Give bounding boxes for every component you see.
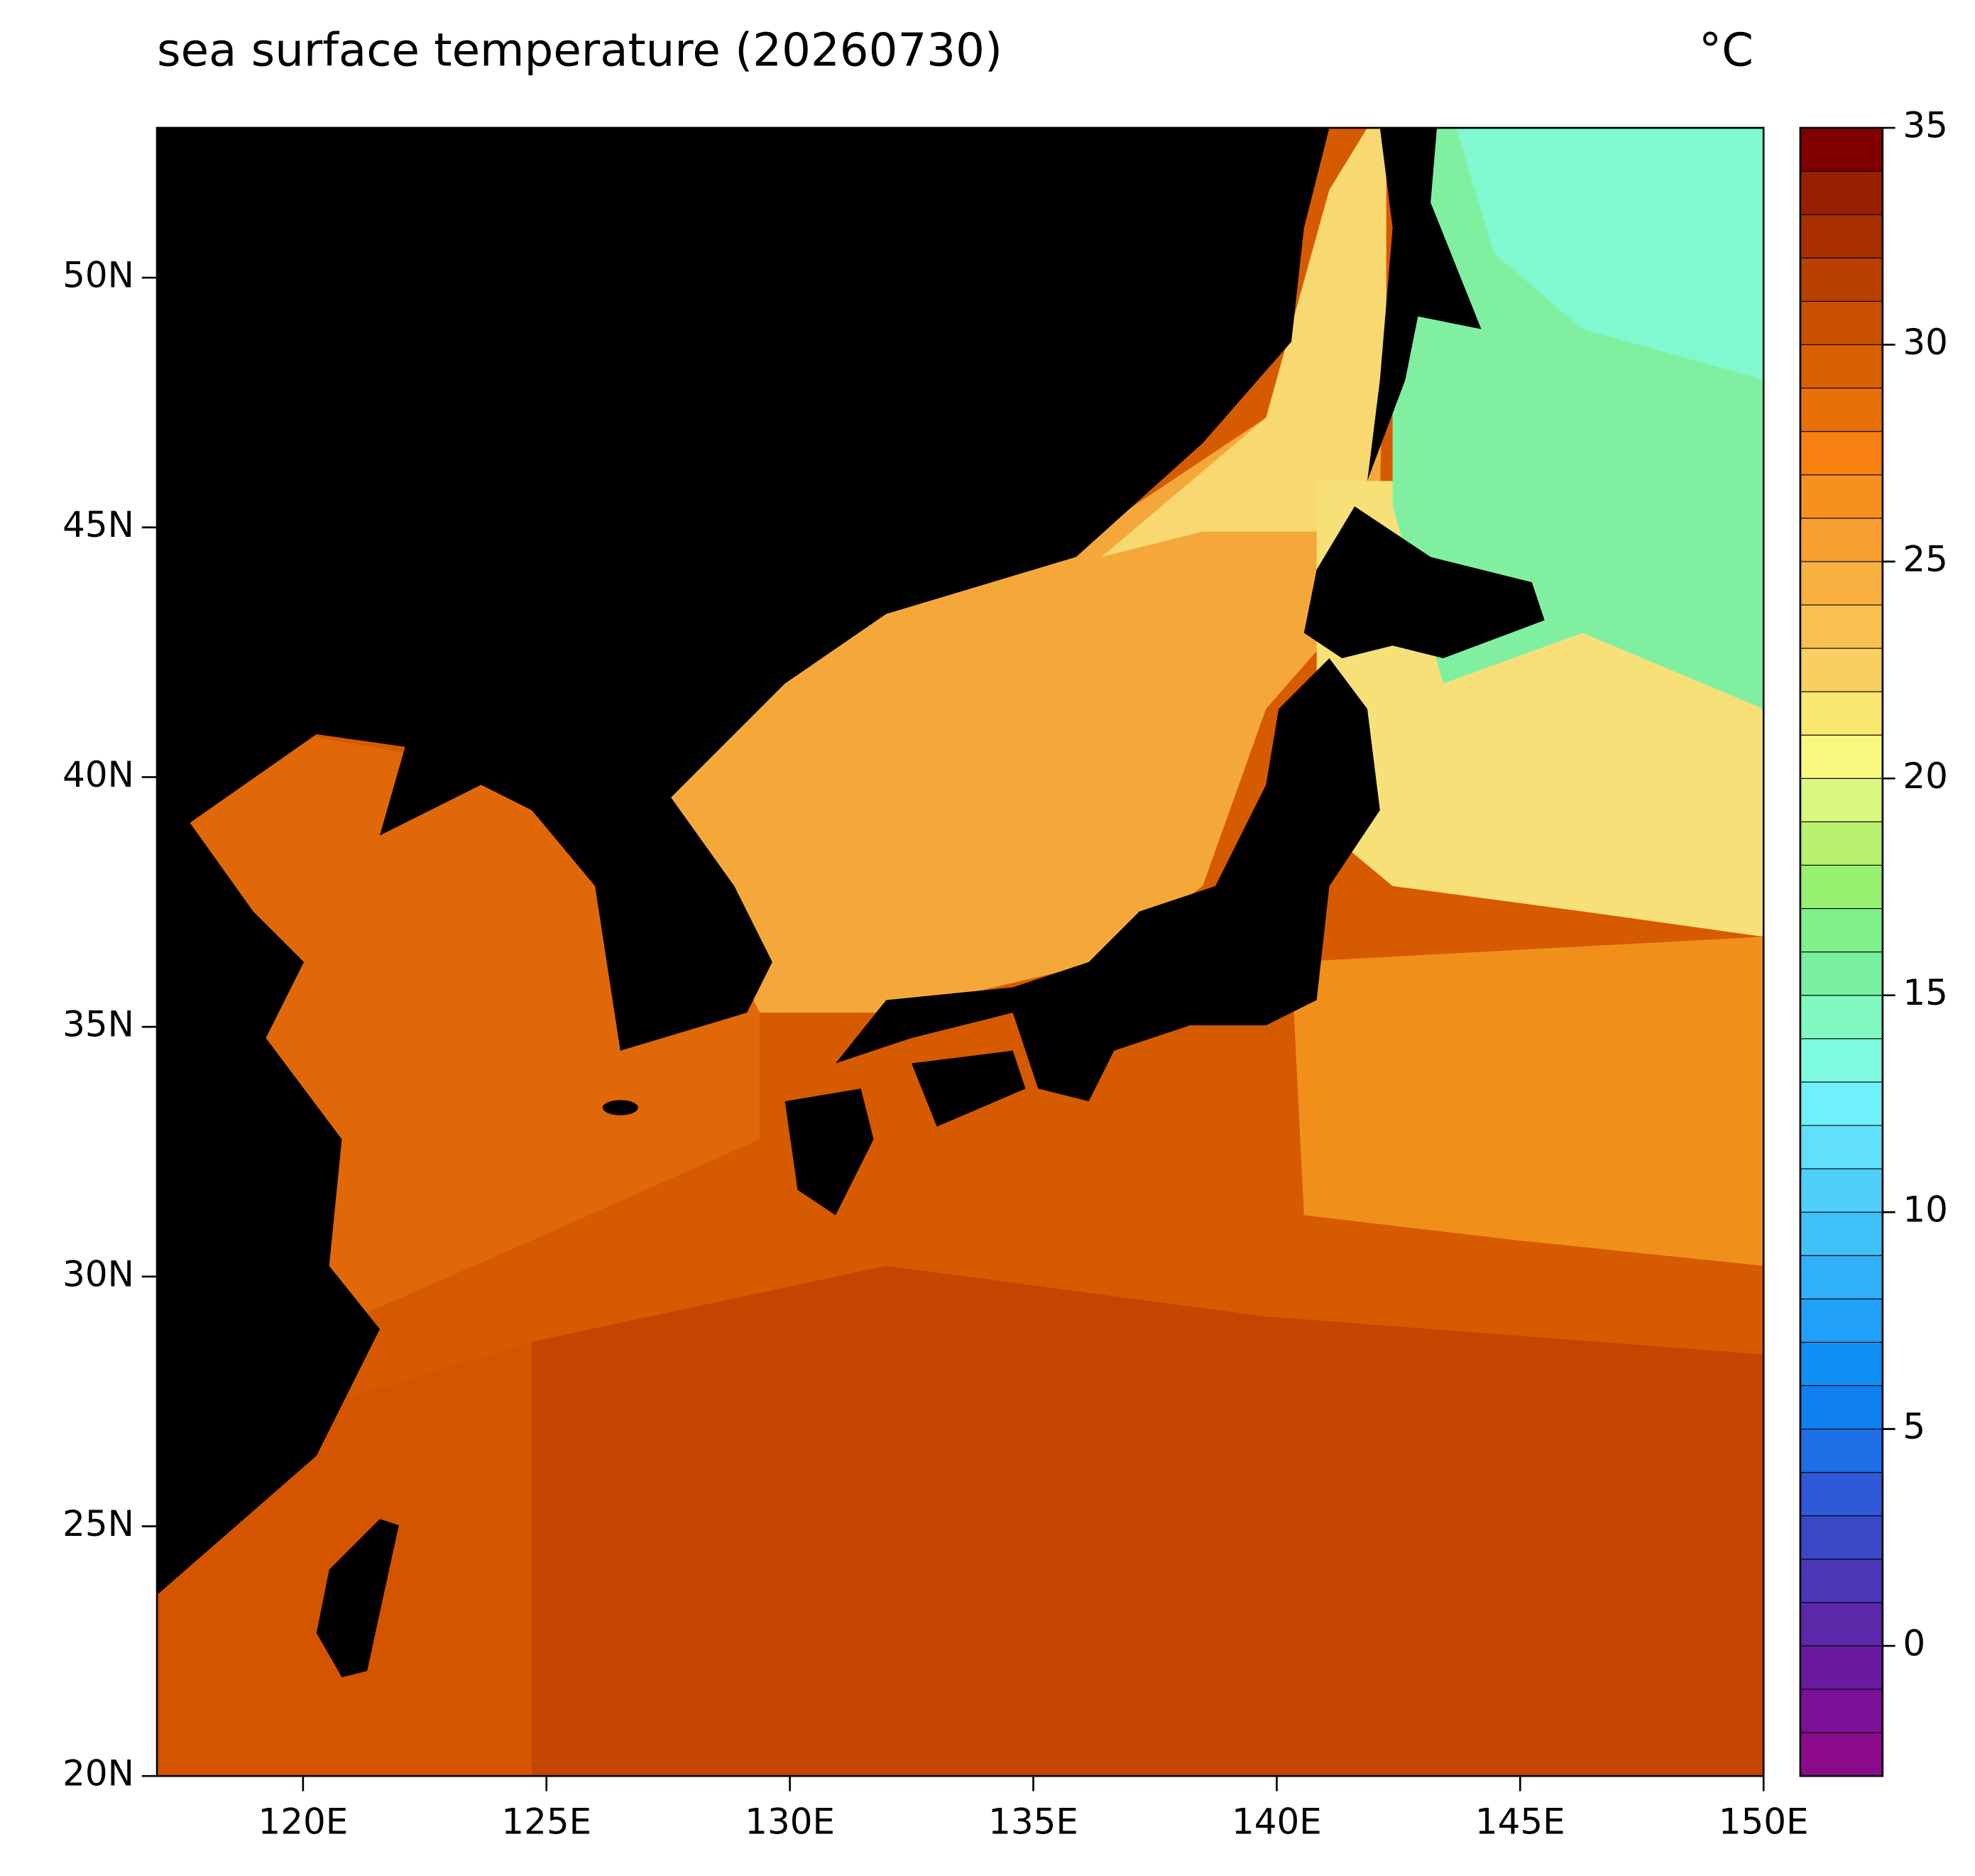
colorbar-segment	[1800, 778, 1883, 822]
colorbar-tick-label: 20	[1903, 756, 1948, 797]
x-tick-label: 120E	[258, 1801, 348, 1842]
colorbar-segment	[1800, 995, 1883, 1040]
cold-zone	[1455, 128, 1764, 380]
y-tick-label: 20N	[62, 1753, 134, 1794]
colorbar-tick-label: 30	[1903, 322, 1948, 363]
colorbar-segment	[1800, 474, 1883, 519]
y-tick-label: 35N	[62, 1004, 134, 1045]
mid-zone	[1291, 937, 1764, 1266]
axes: 120E 125E 130E 135E 140E 145E 150E 20N 25N 30N 35N…	[62, 255, 1808, 1843]
colorbar-tick-label: 5	[1903, 1406, 1925, 1447]
colorbar-segment	[1800, 1428, 1883, 1473]
colorbar-segment	[1800, 1559, 1883, 1603]
colorbar-segment	[1800, 1168, 1883, 1213]
x-tick-label: 140E	[1232, 1801, 1322, 1842]
colorbar-segment	[1800, 604, 1883, 649]
colorbar-segment	[1800, 734, 1883, 779]
colorbar-segment	[1800, 1602, 1883, 1647]
colorbar-segment	[1800, 127, 1883, 172]
colorbar-segment	[1800, 1298, 1883, 1343]
colorbar-segment	[1800, 257, 1883, 302]
colorbar-segment	[1800, 300, 1883, 345]
colorbar-segment	[1800, 648, 1883, 692]
x-tick-label: 125E	[501, 1801, 591, 1842]
cool-zone	[1101, 128, 1386, 557]
colorbar-segment	[1800, 1211, 1883, 1256]
colorbar-segment	[1800, 1689, 1883, 1733]
colorbar-segment	[1800, 518, 1883, 562]
colorbar-segment	[1800, 1515, 1883, 1560]
colorbar-segment	[1800, 691, 1883, 736]
colorbar-tick-label: 35	[1903, 105, 1948, 146]
x-tick-label: 150E	[1719, 1801, 1809, 1842]
colorbar-segment	[1800, 561, 1883, 606]
colorbar-segment	[1800, 1125, 1883, 1169]
colorbar-segment	[1800, 864, 1883, 910]
colorbar-tick-label: 25	[1903, 538, 1948, 579]
colorbar-segment	[1800, 388, 1883, 432]
colorbar-segment	[1800, 214, 1883, 258]
colorbar-segment	[1800, 907, 1883, 953]
colorbar-tick-label: 15	[1903, 972, 1948, 1013]
y-tick-label: 50N	[62, 255, 134, 296]
colorbar-segment	[1800, 1255, 1883, 1299]
x-tick-label: 135E	[988, 1801, 1078, 1842]
x-tick-label: 145E	[1475, 1801, 1565, 1842]
colorbar-segment	[1800, 821, 1883, 866]
colorbar-segment	[1800, 1472, 1883, 1517]
y-tick-label: 40N	[62, 754, 134, 795]
colorbar-segment	[1800, 1732, 1883, 1777]
map-frame	[155, 126, 1765, 1777]
unit: °C	[1699, 23, 1754, 77]
colorbar-frame	[1799, 126, 1884, 1777]
colorbar-segment	[1800, 1645, 1883, 1690]
colorbar-segment	[1800, 344, 1883, 389]
colorbar-segment	[1800, 951, 1883, 996]
colorbar-segment	[1800, 431, 1883, 476]
y-tick-label: 45N	[62, 504, 134, 545]
colorbar-segment	[1800, 1385, 1883, 1430]
colorbar: 0 5 10 15 20 25 30 35	[1799, 105, 1948, 1777]
colorbar-segment	[1800, 1341, 1883, 1386]
colorbar-segment	[1800, 1038, 1883, 1083]
colorbar-tick-label: 0	[1903, 1623, 1925, 1664]
y-tick-label: 30N	[62, 1253, 134, 1294]
colorbar-tick-label: 10	[1903, 1189, 1948, 1231]
x-tick-label: 130E	[745, 1801, 835, 1842]
colorbar-segment	[1800, 1081, 1883, 1126]
colorbar-segment	[1800, 170, 1883, 215]
y-tick-label: 25N	[62, 1503, 134, 1544]
land	[157, 128, 1545, 1678]
title: sea surface temperature (20260730)	[157, 23, 1002, 77]
sst-field	[157, 128, 1764, 1777]
warm-zone	[532, 1265, 1764, 1777]
